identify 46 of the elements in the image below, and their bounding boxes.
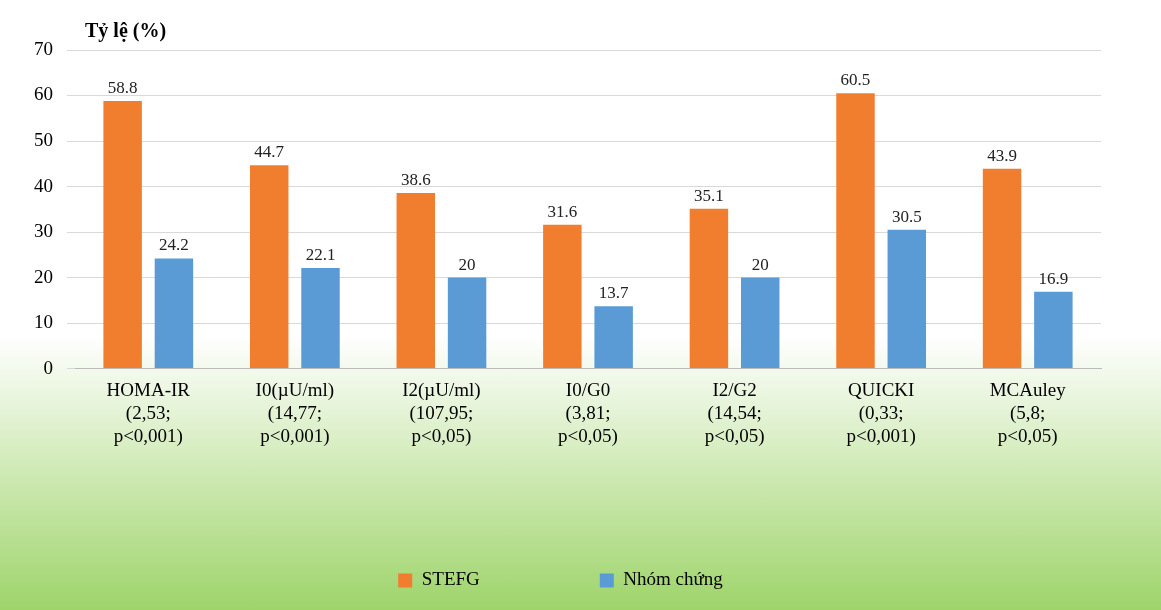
bar: [689, 208, 729, 369]
data-label: 31.6: [547, 201, 578, 221]
y-axis-title: Tỷ lệ (%): [85, 19, 167, 43]
legend-label: Nhóm chứng: [623, 568, 724, 590]
y-tick-label: 0: [43, 356, 53, 378]
data-label: 20: [751, 254, 769, 274]
bar: [249, 165, 289, 369]
data-label: 43.9: [987, 145, 1017, 165]
y-tick-label: 30: [34, 220, 53, 242]
y-tick-label: 50: [34, 129, 53, 151]
x-tick-label: HOMA-IR (2,53; p<0,001): [106, 378, 191, 447]
data-label: 44.7: [254, 142, 285, 162]
legend-label: STEFG: [421, 568, 481, 590]
data-label: 13.7: [598, 283, 630, 303]
y-tick-label: 20: [34, 265, 53, 287]
data-label: 60.5: [840, 70, 871, 90]
bar: [396, 192, 436, 369]
data-label: 22.1: [305, 244, 336, 264]
x-tick-label: QUICKI (0,33; p<0,001): [846, 378, 916, 447]
bar: [1034, 291, 1073, 369]
bar: [447, 277, 487, 369]
bar: [103, 100, 142, 369]
x-tick-label: I0/G0 (3,81; p<0,05): [558, 378, 618, 447]
y-tick-label: 60: [34, 83, 53, 105]
data-label: 24.2: [159, 235, 189, 255]
x-tick-label: I2(µU/ml) (107,95; p<0,05): [402, 378, 481, 447]
y-tick-label: 70: [34, 37, 53, 59]
y-tick-label: 10: [34, 311, 53, 333]
x-tick-label: I0(µU/ml) (14,77; p<0,001): [255, 378, 335, 447]
bar: [740, 277, 780, 369]
x-tick-label: I2/G2 (14,54; p<0,05): [704, 378, 765, 447]
bar: [154, 258, 194, 369]
data-label: 20: [458, 254, 476, 274]
data-label: 58.8: [107, 77, 138, 97]
bar: [301, 268, 340, 369]
y-tick-label: 40: [34, 174, 53, 196]
data-label: 35.1: [694, 185, 724, 205]
bar: [887, 229, 927, 369]
x-tick-label: MCAuley (5,8; p<0,05): [989, 378, 1067, 447]
bar: [594, 306, 633, 369]
bar: [543, 224, 582, 369]
data-label: 30.5: [891, 206, 922, 226]
data-label: 38.6: [400, 169, 431, 189]
data-label: 16.9: [1038, 268, 1069, 288]
bar: [836, 93, 875, 369]
bar: [982, 168, 1022, 369]
